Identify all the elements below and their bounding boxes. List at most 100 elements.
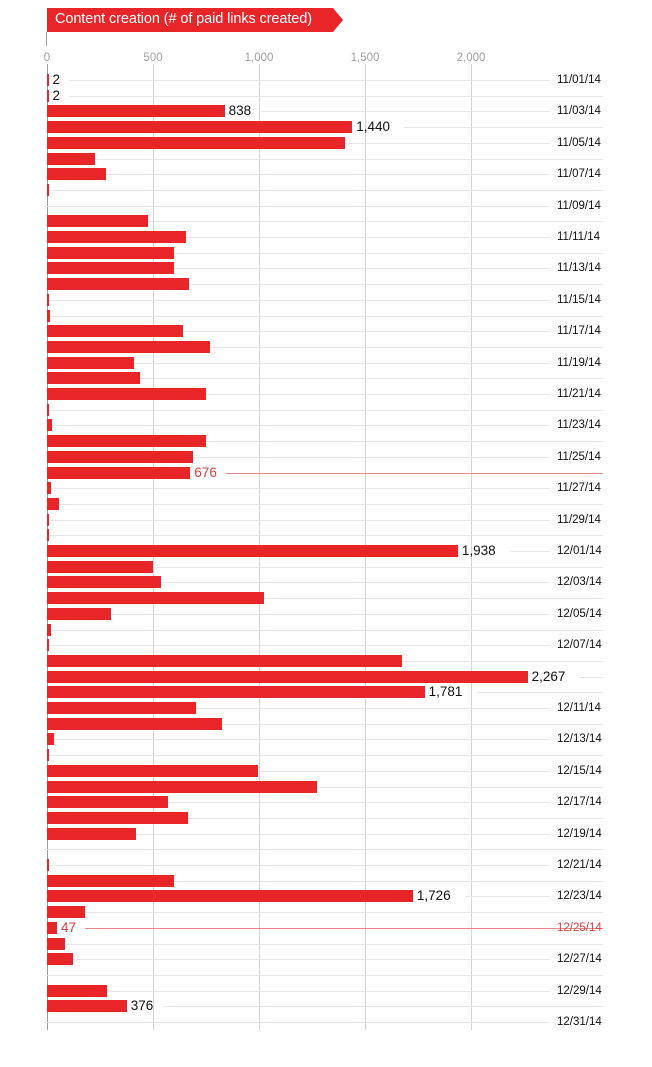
bar-11-06-14[interactable] bbox=[47, 153, 96, 165]
value-label: 2 bbox=[52, 72, 61, 87]
y-tick-date-label: 11/29/14 bbox=[557, 514, 601, 526]
y-tick-date-label: 12/31/14 bbox=[557, 1016, 602, 1028]
value-label: 1,726 bbox=[416, 888, 451, 903]
horizontal-gridline bbox=[47, 834, 550, 835]
horizontal-gridline bbox=[47, 645, 550, 646]
bar-12-12-14[interactable] bbox=[47, 718, 223, 730]
bar-12-21-14[interactable] bbox=[47, 859, 50, 871]
bar-11-08-14[interactable] bbox=[47, 184, 49, 196]
horizontal-gridline bbox=[47, 300, 550, 301]
bar-12-10-14[interactable] bbox=[47, 686, 425, 698]
bar-12-09-14[interactable] bbox=[47, 671, 528, 683]
y-tick-date-label: 11/13/14 bbox=[557, 262, 601, 274]
bar-11-15-14[interactable] bbox=[47, 294, 49, 306]
bar-11-30-14[interactable] bbox=[47, 529, 49, 541]
horizontal-gridline bbox=[47, 739, 550, 740]
y-tick-date-label: 11/01/14 bbox=[557, 74, 601, 86]
y-tick-date-label: 11/23/14 bbox=[557, 419, 601, 431]
bar-11-10-14[interactable] bbox=[47, 215, 149, 227]
bar-11-16-14[interactable] bbox=[47, 310, 50, 322]
horizontal-gridline bbox=[47, 221, 603, 222]
y-tick-date-label: 11/09/14 bbox=[557, 200, 601, 212]
value-label: 47 bbox=[60, 920, 76, 935]
horizontal-gridline bbox=[47, 347, 603, 348]
bar-11-07-14[interactable] bbox=[47, 168, 107, 180]
bar-12-13-14[interactable] bbox=[47, 733, 55, 745]
bar-12-02-14[interactable] bbox=[47, 561, 153, 573]
horizontal-gridline bbox=[47, 535, 603, 536]
bar-12-30-14[interactable] bbox=[47, 1000, 127, 1012]
bar-12-04-14[interactable] bbox=[47, 592, 265, 604]
horizontal-gridline bbox=[47, 991, 550, 992]
bar-12-14-14[interactable] bbox=[47, 749, 49, 761]
bar-11-21-14[interactable] bbox=[47, 388, 206, 400]
bar-11-29-14[interactable] bbox=[47, 514, 49, 526]
horizontal-gridline bbox=[68, 80, 550, 81]
bar-12-03-14[interactable] bbox=[47, 576, 162, 588]
value-label: 2 bbox=[52, 88, 61, 103]
bar-11-14-14[interactable] bbox=[47, 278, 190, 290]
bar-12-25-14[interactable] bbox=[47, 922, 57, 934]
bar-11-18-14[interactable] bbox=[47, 341, 211, 353]
y-tick-date-label: 12/29/14 bbox=[557, 985, 602, 997]
bar-12-06-14[interactable] bbox=[47, 624, 51, 636]
y-tick-date-label: 12/13/14 bbox=[557, 733, 602, 745]
horizontal-gridline bbox=[47, 818, 603, 819]
x-tick-label: 2,000 bbox=[456, 52, 486, 64]
bar-11-24-14[interactable] bbox=[47, 435, 206, 447]
y-tick-date-label: 12/15/14 bbox=[557, 765, 602, 777]
bar-11-11-14[interactable] bbox=[47, 231, 186, 243]
chart-title: Content creation (# of paid links create… bbox=[55, 11, 312, 27]
bar-12-19-14[interactable] bbox=[47, 828, 137, 840]
horizontal-gridline bbox=[47, 394, 550, 395]
bar-11-17-14[interactable] bbox=[47, 325, 184, 337]
bar-11-28-14[interactable] bbox=[47, 498, 60, 510]
bar-12-16-14[interactable] bbox=[47, 781, 317, 793]
bar-11-01-14[interactable] bbox=[47, 74, 49, 86]
bar-12-05-14[interactable] bbox=[47, 608, 112, 620]
bar-12-15-14[interactable] bbox=[47, 765, 259, 777]
horizontal-gridline bbox=[47, 504, 603, 505]
bar-11-19-14[interactable] bbox=[47, 357, 134, 369]
y-tick-date-label: 11/15/14 bbox=[557, 294, 601, 306]
bar-12-26-14[interactable] bbox=[47, 938, 66, 950]
bar-11-22-14[interactable] bbox=[47, 404, 49, 416]
y-tick-date-label: 11/07/14 bbox=[557, 168, 601, 180]
bar-11-12-14[interactable] bbox=[47, 247, 175, 259]
bar-12-27-14[interactable] bbox=[47, 953, 74, 965]
bar-12-17-14[interactable] bbox=[47, 796, 168, 808]
horizontal-gridline bbox=[47, 849, 603, 850]
bar-11-05-14[interactable] bbox=[47, 137, 346, 149]
bar-11-23-14[interactable] bbox=[47, 419, 52, 431]
y-tick-date-label: 12/05/14 bbox=[557, 608, 602, 620]
horizontal-gridline bbox=[509, 551, 550, 552]
bar-11-03-14[interactable] bbox=[47, 105, 225, 117]
horizontal-gridline bbox=[47, 755, 603, 756]
horizontal-gridline bbox=[47, 520, 550, 521]
bar-12-18-14[interactable] bbox=[47, 812, 189, 824]
bar-11-02-14[interactable] bbox=[47, 90, 49, 102]
bar-11-20-14[interactable] bbox=[47, 372, 140, 384]
bar-12-23-14[interactable] bbox=[47, 890, 413, 902]
bar-12-01-14[interactable] bbox=[47, 545, 458, 557]
value-label: 838 bbox=[228, 103, 252, 118]
y-tick-date-label: 11/17/14 bbox=[557, 325, 601, 337]
horizontal-gridline bbox=[47, 253, 603, 254]
x-tick-label: 0 bbox=[43, 52, 51, 64]
bar-12-22-14[interactable] bbox=[47, 875, 174, 887]
bar-11-27-14[interactable] bbox=[47, 482, 51, 494]
horizontal-gridline bbox=[47, 582, 550, 583]
horizontal-gridline bbox=[47, 802, 550, 803]
horizontal-gridline bbox=[68, 96, 603, 97]
bar-11-13-14[interactable] bbox=[47, 262, 175, 274]
bar-12-29-14[interactable] bbox=[47, 985, 108, 997]
bar-11-04-14[interactable] bbox=[47, 121, 353, 133]
bar-12-07-14[interactable] bbox=[47, 639, 49, 651]
bar-12-08-14[interactable] bbox=[47, 655, 403, 667]
bar-12-11-14[interactable] bbox=[47, 702, 197, 714]
bar-11-25-14[interactable] bbox=[47, 451, 193, 463]
bar-12-24-14[interactable] bbox=[47, 906, 86, 918]
bar-11-26-14[interactable] bbox=[47, 467, 191, 479]
horizontal-gridline bbox=[404, 127, 603, 128]
y-tick-date-label: 11/25/14 bbox=[557, 451, 601, 463]
